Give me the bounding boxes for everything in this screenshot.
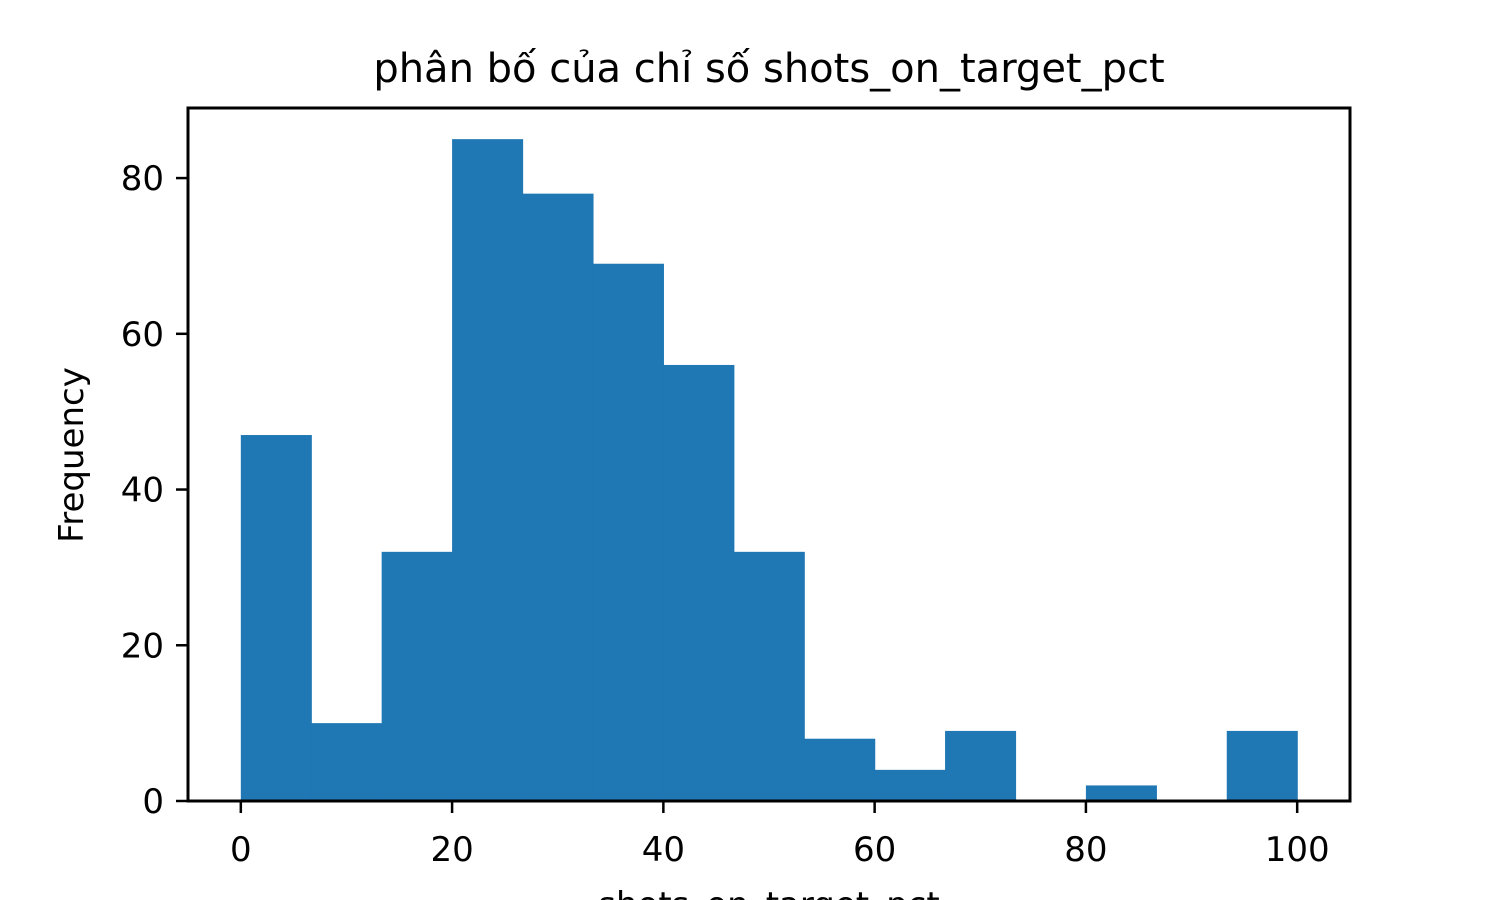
chart-title: phân bố của chỉ số shots_on_target_pct (373, 46, 1164, 92)
x-axis-ticks: 0 20 40 60 80 100 (230, 801, 1330, 870)
x-axis-label: shots_on_target_pct (598, 885, 939, 900)
x-tick-label: 20 (430, 830, 473, 870)
histogram-bar (381, 551, 453, 801)
histogram-bar (663, 364, 735, 801)
histogram-bar (240, 435, 312, 801)
bars-group (240, 139, 1298, 802)
histogram-bar (522, 193, 594, 802)
x-tick-label: 100 (1265, 830, 1330, 870)
x-tick-label: 60 (853, 830, 896, 870)
y-tick-label: 60 (121, 315, 164, 355)
histogram-bar (804, 738, 876, 801)
y-axis-label: Frequency (52, 367, 92, 543)
y-axis-ticks: 0 20 40 60 80 (121, 159, 188, 822)
x-tick-label: 80 (1064, 830, 1107, 870)
y-tick-label: 80 (121, 159, 164, 199)
y-tick-label: 40 (121, 471, 164, 511)
histogram-bar (1085, 785, 1157, 801)
histogram-bar (311, 723, 383, 801)
histogram-bar (945, 730, 1017, 801)
histogram-bar (733, 551, 805, 801)
histogram-bar (592, 263, 664, 801)
histogram-bar (1226, 730, 1298, 801)
y-tick-label: 0 (142, 782, 164, 822)
histogram-bar (874, 769, 946, 801)
plot-frame (186, 106, 1352, 803)
y-tick-label: 20 (121, 626, 164, 666)
histogram-bar (452, 139, 524, 802)
x-tick-label: 40 (642, 830, 685, 870)
x-tick-label: 0 (230, 830, 252, 870)
